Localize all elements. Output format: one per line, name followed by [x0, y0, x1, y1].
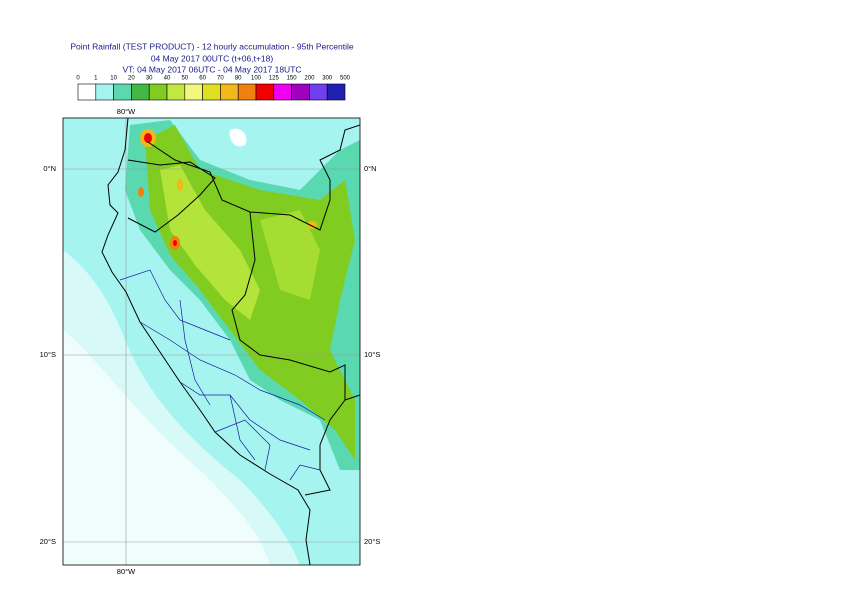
legend-label: 1: [94, 76, 98, 82]
legend-swatch: [255, 83, 275, 101]
lat-label: 10°S: [40, 350, 56, 359]
legend-label: 80: [235, 76, 242, 82]
legend-label: 150: [287, 76, 298, 82]
lat-label: 0°N: [364, 164, 377, 173]
legend-swatch: [291, 83, 310, 101]
legend-label: 300: [322, 76, 333, 82]
lat-label: 0°N: [43, 164, 56, 173]
legend-label: 40: [164, 76, 171, 82]
border: [231, 211, 346, 496]
legend-label: 30: [146, 76, 153, 82]
lon-label: 80°W: [117, 107, 136, 116]
legend-swatch: [166, 83, 186, 101]
lat-label: 20°S: [364, 537, 380, 546]
field: [63, 330, 270, 565]
legend-swatch: [273, 83, 292, 101]
lat-label: 20°S: [40, 537, 56, 546]
legend-swatch: [309, 83, 328, 101]
legend-label: 60: [199, 76, 206, 82]
frame: [62, 117, 361, 566]
lon-label: 80°W: [117, 567, 136, 576]
legend-swatch: [95, 83, 114, 101]
title: VT: 04 May 2017 06UTC - 04 May 2017 18UT…: [122, 64, 301, 74]
map: [63, 118, 360, 565]
legend-swatch: [184, 83, 203, 101]
legend-label: 125: [269, 76, 280, 82]
field: [138, 187, 144, 197]
field: [229, 128, 247, 147]
legend-swatch: [131, 83, 150, 101]
legend-swatch: [77, 83, 97, 101]
field: [160, 165, 260, 320]
legend-label: 50: [181, 76, 188, 82]
legend-swatch: [326, 83, 346, 101]
lat-label: 10°S: [364, 350, 380, 359]
legend-label: 0: [76, 76, 80, 82]
title: Point Rainfall (TEST PRODUCT) - 12 hourl…: [70, 41, 354, 51]
field: [144, 133, 152, 143]
border: [344, 394, 360, 401]
legend-label: 70: [217, 76, 224, 82]
regions: [119, 269, 326, 481]
border: [127, 159, 216, 233]
field: [173, 240, 177, 246]
border: [147, 124, 360, 231]
field: [260, 210, 320, 300]
legend-swatch: [202, 83, 221, 101]
legend-label: 10: [110, 76, 117, 82]
legend-swatch: [113, 83, 132, 101]
title: 04 May 2017 00UTC (t+06,t+18): [151, 53, 274, 63]
legend-label: 20: [128, 76, 135, 82]
legend-label: 100: [251, 76, 262, 82]
legend-label: 200: [304, 76, 315, 82]
legend-label: 500: [340, 76, 351, 82]
legend: 0 1 10 20 30 40 50 60 70 80 100 125 150 200 300 500: [76, 76, 351, 101]
legend-swatch: [237, 83, 257, 101]
legend-swatch: [220, 83, 239, 101]
legend-swatch: [148, 83, 168, 101]
field: [177, 179, 183, 191]
